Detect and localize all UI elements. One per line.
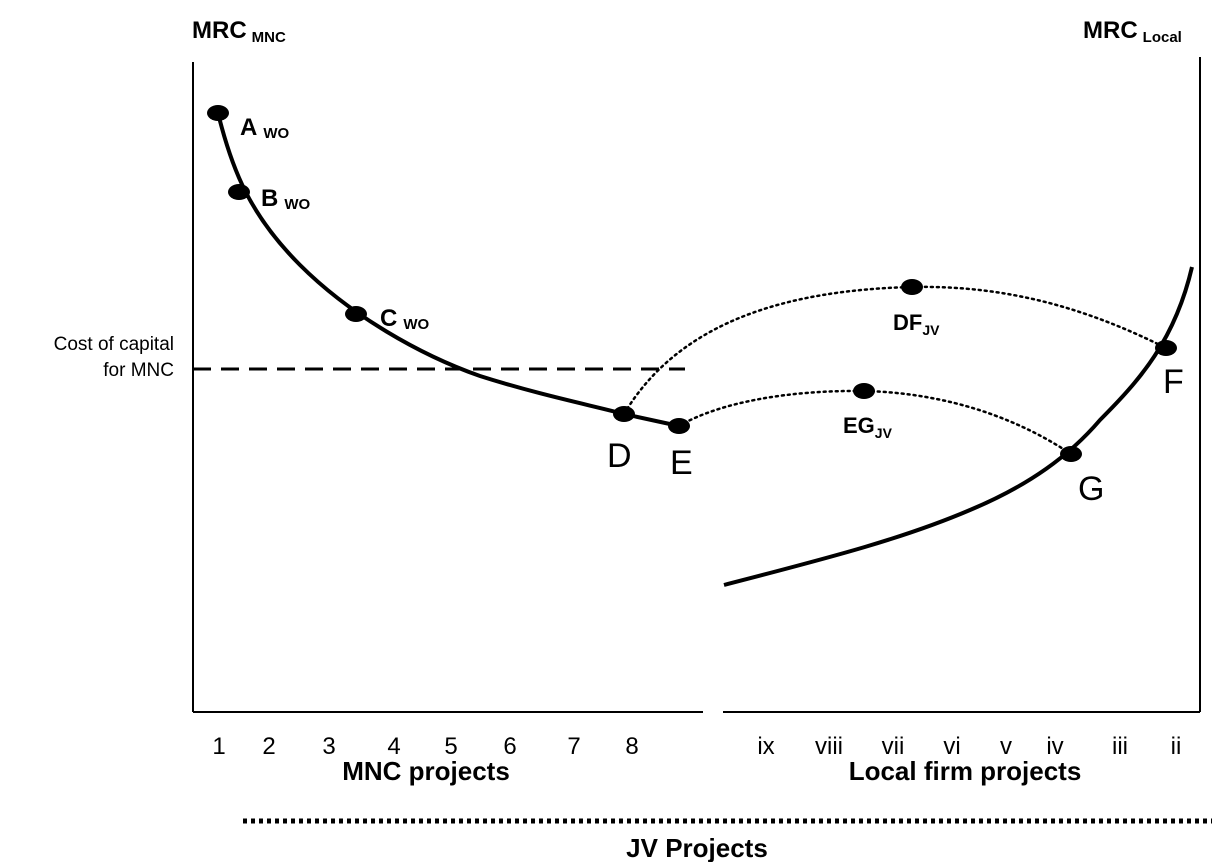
point-b-marker	[228, 184, 250, 200]
local-tick-label: vii	[882, 733, 905, 760]
right-axis-title: MRC Local	[1083, 17, 1182, 46]
mnc-tick-label: 5	[444, 733, 457, 760]
local-tick-label: iv	[1046, 733, 1063, 760]
local-tick-label: v	[1000, 733, 1012, 760]
local-tick-label: ix	[757, 733, 774, 760]
point-eg-marker	[853, 383, 875, 399]
df-jv-curve	[622, 285, 1168, 416]
point-f-label: F	[1163, 363, 1184, 401]
mnc-tick-label: 6	[503, 733, 516, 760]
cost-label-line2: for MNC	[103, 360, 174, 381]
point-eg-label: EGJV	[843, 413, 893, 441]
point-g-marker	[1060, 446, 1082, 462]
point-df-marker	[901, 279, 923, 295]
point-e-marker	[668, 418, 690, 434]
mnc-tick-label: 7	[567, 733, 580, 760]
left-axis-title: MRC MNC	[192, 17, 286, 46]
mnc-tick-label: 3	[322, 733, 335, 760]
jv-projects-label: JV Projects	[626, 833, 768, 862]
local-tick-label: ii	[1171, 733, 1182, 760]
point-d-marker	[613, 406, 635, 422]
local-ticks: ix viii vii vi v iv iii ii	[757, 733, 1181, 760]
mnc-tick-label: 1	[212, 733, 225, 760]
point-g-label: G	[1078, 470, 1104, 508]
mnc-projects-label: MNC projects	[342, 756, 510, 786]
local-tick-label: viii	[815, 733, 843, 760]
mnc-tick-label: 8	[625, 733, 638, 760]
mrc-mnc-curve	[216, 112, 680, 428]
point-a-label: A WO	[240, 114, 290, 142]
mrc-local-curve	[723, 266, 1194, 587]
mnc-tick-label: 4	[387, 733, 400, 760]
point-c-marker	[345, 306, 367, 322]
point-e-label: E	[670, 444, 693, 482]
local-tick-label: vi	[943, 733, 960, 760]
cost-label-line1: Cost of capital	[54, 334, 174, 355]
point-c-label: C WO	[380, 305, 430, 333]
mnc-ticks: 1 2 3 4 5 6 7 8	[212, 733, 638, 760]
point-f-marker	[1155, 340, 1177, 356]
point-a-marker	[207, 105, 229, 121]
eg-jv-curve	[677, 389, 1073, 456]
mnc-tick-label: 2	[262, 733, 275, 760]
point-d-label: D	[607, 437, 632, 475]
point-df-label: DFJV	[893, 310, 940, 338]
local-projects-label: Local firm projects	[849, 756, 1082, 786]
local-tick-label: iii	[1112, 733, 1128, 760]
point-b-label: B WO	[261, 185, 311, 213]
